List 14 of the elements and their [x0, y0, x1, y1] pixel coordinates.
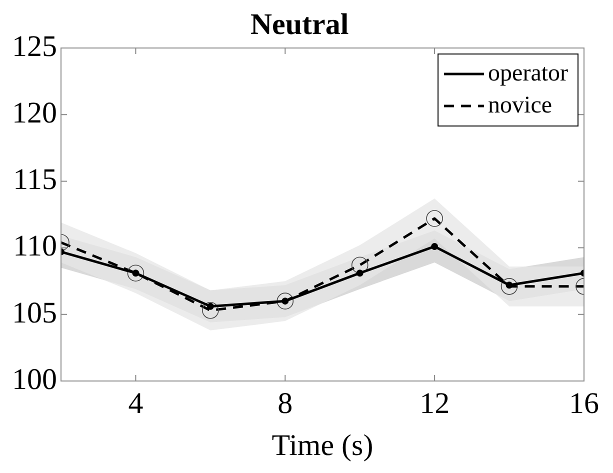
y-tick-label: 125	[12, 30, 57, 63]
y-tick-label: 105	[12, 296, 57, 330]
x-axis-title: Time (s)	[272, 428, 374, 462]
y-tick-label: 110	[13, 230, 57, 263]
x-tick-label: 4	[128, 386, 144, 420]
y-tick-label: 120	[12, 96, 57, 130]
legend-label: novice	[488, 92, 552, 118]
x-tick-label: 16	[569, 386, 599, 420]
legend-label: operator	[488, 60, 568, 86]
chart-title: Neutral	[250, 8, 349, 41]
y-tick-label: 115	[13, 163, 57, 196]
x-tick-label: 12	[420, 386, 450, 420]
y-tick-label: 100	[12, 362, 57, 396]
x-tick-label: 8	[278, 386, 293, 420]
